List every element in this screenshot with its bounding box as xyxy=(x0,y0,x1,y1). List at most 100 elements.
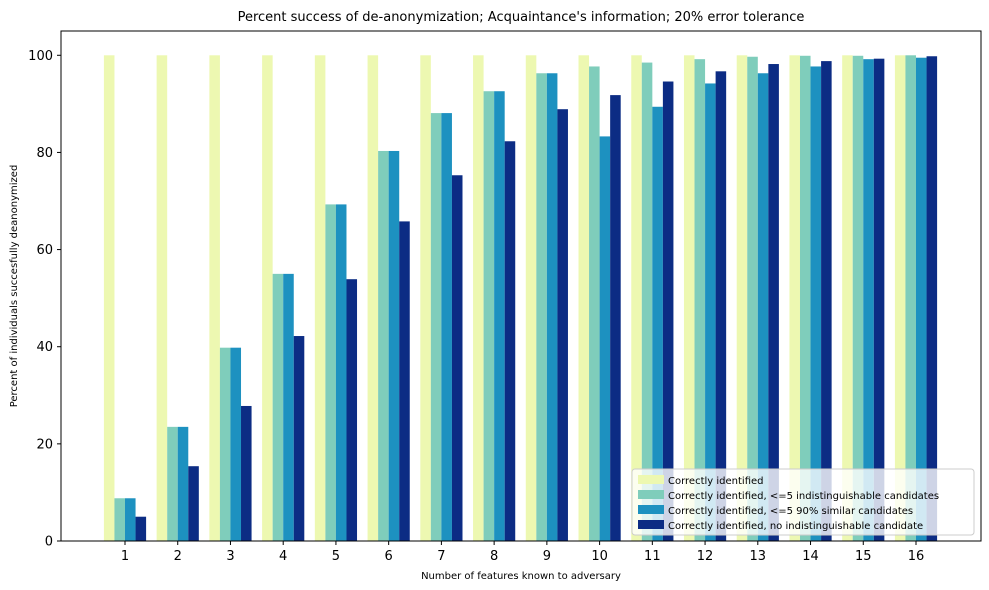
y-tick-label: 40 xyxy=(36,340,53,355)
bar-series2-cat1 xyxy=(114,498,125,541)
bar-series1-cat1 xyxy=(103,55,115,541)
y-ticks: 0 20 40 60 80 100 xyxy=(28,49,61,550)
bar-series4-cat4 xyxy=(293,336,305,541)
bar-series1-cat8 xyxy=(473,55,484,541)
bars-group xyxy=(103,55,938,542)
bar-series2-cat16 xyxy=(905,55,916,541)
bar-series1-cat16 xyxy=(894,55,906,541)
bar-series1-cat9 xyxy=(525,55,537,541)
bar-series1-cat12 xyxy=(683,55,695,541)
bar-series1-cat14 xyxy=(789,55,800,541)
chart-title: Percent success of de-anonymization; Acq… xyxy=(238,10,805,25)
legend-swatch-series3 xyxy=(638,505,664,514)
y-tick-label: 80 xyxy=(36,146,53,161)
bar-series4-cat10 xyxy=(610,95,621,542)
x-tick-label: 13 xyxy=(750,549,767,564)
axes-group xyxy=(60,30,982,542)
bar-series4-cat12 xyxy=(715,71,727,541)
bar-series2-cat14 xyxy=(799,55,811,542)
bar-series3-cat15 xyxy=(863,59,874,542)
bar-series3-cat6 xyxy=(388,150,400,541)
bar-series3-cat12 xyxy=(705,83,716,542)
bar-series3-cat7 xyxy=(441,113,452,541)
bar-series1-cat4 xyxy=(262,55,273,541)
bar-series3-cat14 xyxy=(810,66,822,542)
x-tick-label: 8 xyxy=(490,549,498,564)
bar-series3-cat13 xyxy=(757,73,769,541)
legend-label-series1: Correctly identified xyxy=(668,476,764,487)
x-tick-label: 7 xyxy=(437,549,445,564)
bar-series4-cat8 xyxy=(504,141,516,541)
bar-series4-cat15 xyxy=(873,58,885,541)
bar-series1-cat15 xyxy=(842,55,853,541)
bar-series2-cat9 xyxy=(536,73,547,541)
bar-series1-cat13 xyxy=(736,55,748,541)
bar-series3-cat2 xyxy=(177,426,189,541)
x-tick-label: 4 xyxy=(279,549,287,564)
bar-series4-cat9 xyxy=(557,109,568,541)
bar-series3-cat3 xyxy=(230,347,242,541)
x-tick-label: 10 xyxy=(591,549,608,564)
bar-series4-cat2 xyxy=(188,466,199,541)
bar-series1-cat7 xyxy=(420,55,431,541)
x-ticks: 1 2 3 4 5 6 7 8 9 10 11 12 13 14 15 16 xyxy=(121,541,924,564)
x-tick-label: 12 xyxy=(697,549,714,564)
x-tick-label: 1 xyxy=(121,549,129,564)
bar-series2-cat8 xyxy=(483,91,495,541)
bar-series4-cat6 xyxy=(399,221,410,541)
x-axis-label: Number of features known to adversary xyxy=(421,571,621,582)
bar-series3-cat1 xyxy=(125,498,136,541)
legend-swatch-series4 xyxy=(638,520,664,529)
bar-series4-cat16 xyxy=(926,56,938,541)
legend-label-series3: Correctly identified, <=5 90% similar ca… xyxy=(668,506,913,517)
x-tick-label: 14 xyxy=(802,549,819,564)
legend-label-series2: Correctly identified, <=5 indistinguisha… xyxy=(668,491,939,502)
bar-series4-cat7 xyxy=(451,175,463,541)
legend-label-series4: Correctly identified, no indistinguishab… xyxy=(668,521,923,532)
x-tick-label: 3 xyxy=(226,549,234,564)
bar-series2-cat15 xyxy=(852,55,864,542)
bar-series3-cat9 xyxy=(546,73,558,541)
bar-series4-cat5 xyxy=(346,279,358,541)
legend-box xyxy=(631,468,975,536)
bar-series1-cat5 xyxy=(314,55,326,541)
bar-series1-cat11 xyxy=(631,55,642,541)
x-tick-label: 16 xyxy=(908,549,925,564)
bar-series2-cat2 xyxy=(167,426,178,541)
bar-series2-cat7 xyxy=(430,113,442,541)
x-tick-label: 6 xyxy=(385,549,393,564)
x-tick-label: 15 xyxy=(855,549,872,564)
bar-series1-cat2 xyxy=(156,55,168,541)
bar-series4-cat14 xyxy=(821,61,832,542)
bar-series2-cat11 xyxy=(641,62,653,541)
legend-swatch-series2 xyxy=(638,490,664,499)
bar-series1-cat3 xyxy=(209,55,220,541)
bar-series2-cat12 xyxy=(694,59,706,542)
bar-series1-cat10 xyxy=(578,55,590,541)
y-tick-label: 20 xyxy=(36,437,53,452)
bar-series2-cat6 xyxy=(378,150,389,541)
bar-series3-cat16 xyxy=(916,57,927,542)
bar-series4-cat11 xyxy=(662,81,674,541)
bar-series2-cat4 xyxy=(272,273,284,541)
y-tick-label: 60 xyxy=(36,243,53,258)
y-tick-label: 0 xyxy=(45,535,53,550)
bar-series2-cat10 xyxy=(589,66,600,542)
bar-series3-cat8 xyxy=(494,91,505,541)
bar-series2-cat3 xyxy=(219,347,231,541)
bar-series4-cat1 xyxy=(135,516,147,541)
x-tick-label: 5 xyxy=(332,549,340,564)
bar-series3-cat5 xyxy=(335,204,347,541)
bar-series4-cat3 xyxy=(241,405,252,541)
y-axis-label: Percent of individuals succesfully deano… xyxy=(9,165,20,408)
bar-series2-cat13 xyxy=(747,56,758,542)
y-tick-label: 100 xyxy=(28,49,53,64)
legend: Correctly identified Correctly identified… xyxy=(631,468,975,536)
bar-series1-cat6 xyxy=(367,55,379,541)
x-tick-label: 2 xyxy=(174,549,182,564)
legend-swatch-series1 xyxy=(638,475,664,484)
bar-series2-cat5 xyxy=(325,204,336,541)
x-tick-label: 11 xyxy=(644,549,661,564)
